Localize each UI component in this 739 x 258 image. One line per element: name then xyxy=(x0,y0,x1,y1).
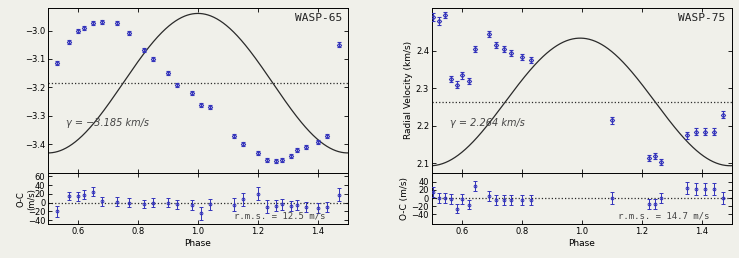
Text: r.m.s. = 14.7 m/s: r.m.s. = 14.7 m/s xyxy=(618,212,709,221)
X-axis label: Phase: Phase xyxy=(568,239,595,248)
Text: r.m.s. = 12.5 m/s: r.m.s. = 12.5 m/s xyxy=(234,212,325,221)
Text: γ = 2.264 km/s: γ = 2.264 km/s xyxy=(450,118,525,128)
Text: WASP-75: WASP-75 xyxy=(678,13,726,23)
Y-axis label: O-C (m/s): O-C (m/s) xyxy=(400,177,409,220)
Text: γ = −3.185 km/s: γ = −3.185 km/s xyxy=(66,118,149,128)
Text: WASP-65: WASP-65 xyxy=(295,13,342,23)
Y-axis label: Radial Velocity (km/s): Radial Velocity (km/s) xyxy=(404,41,413,139)
Y-axis label: O-C
(m/s): O-C (m/s) xyxy=(17,188,36,209)
X-axis label: Phase: Phase xyxy=(185,239,211,248)
